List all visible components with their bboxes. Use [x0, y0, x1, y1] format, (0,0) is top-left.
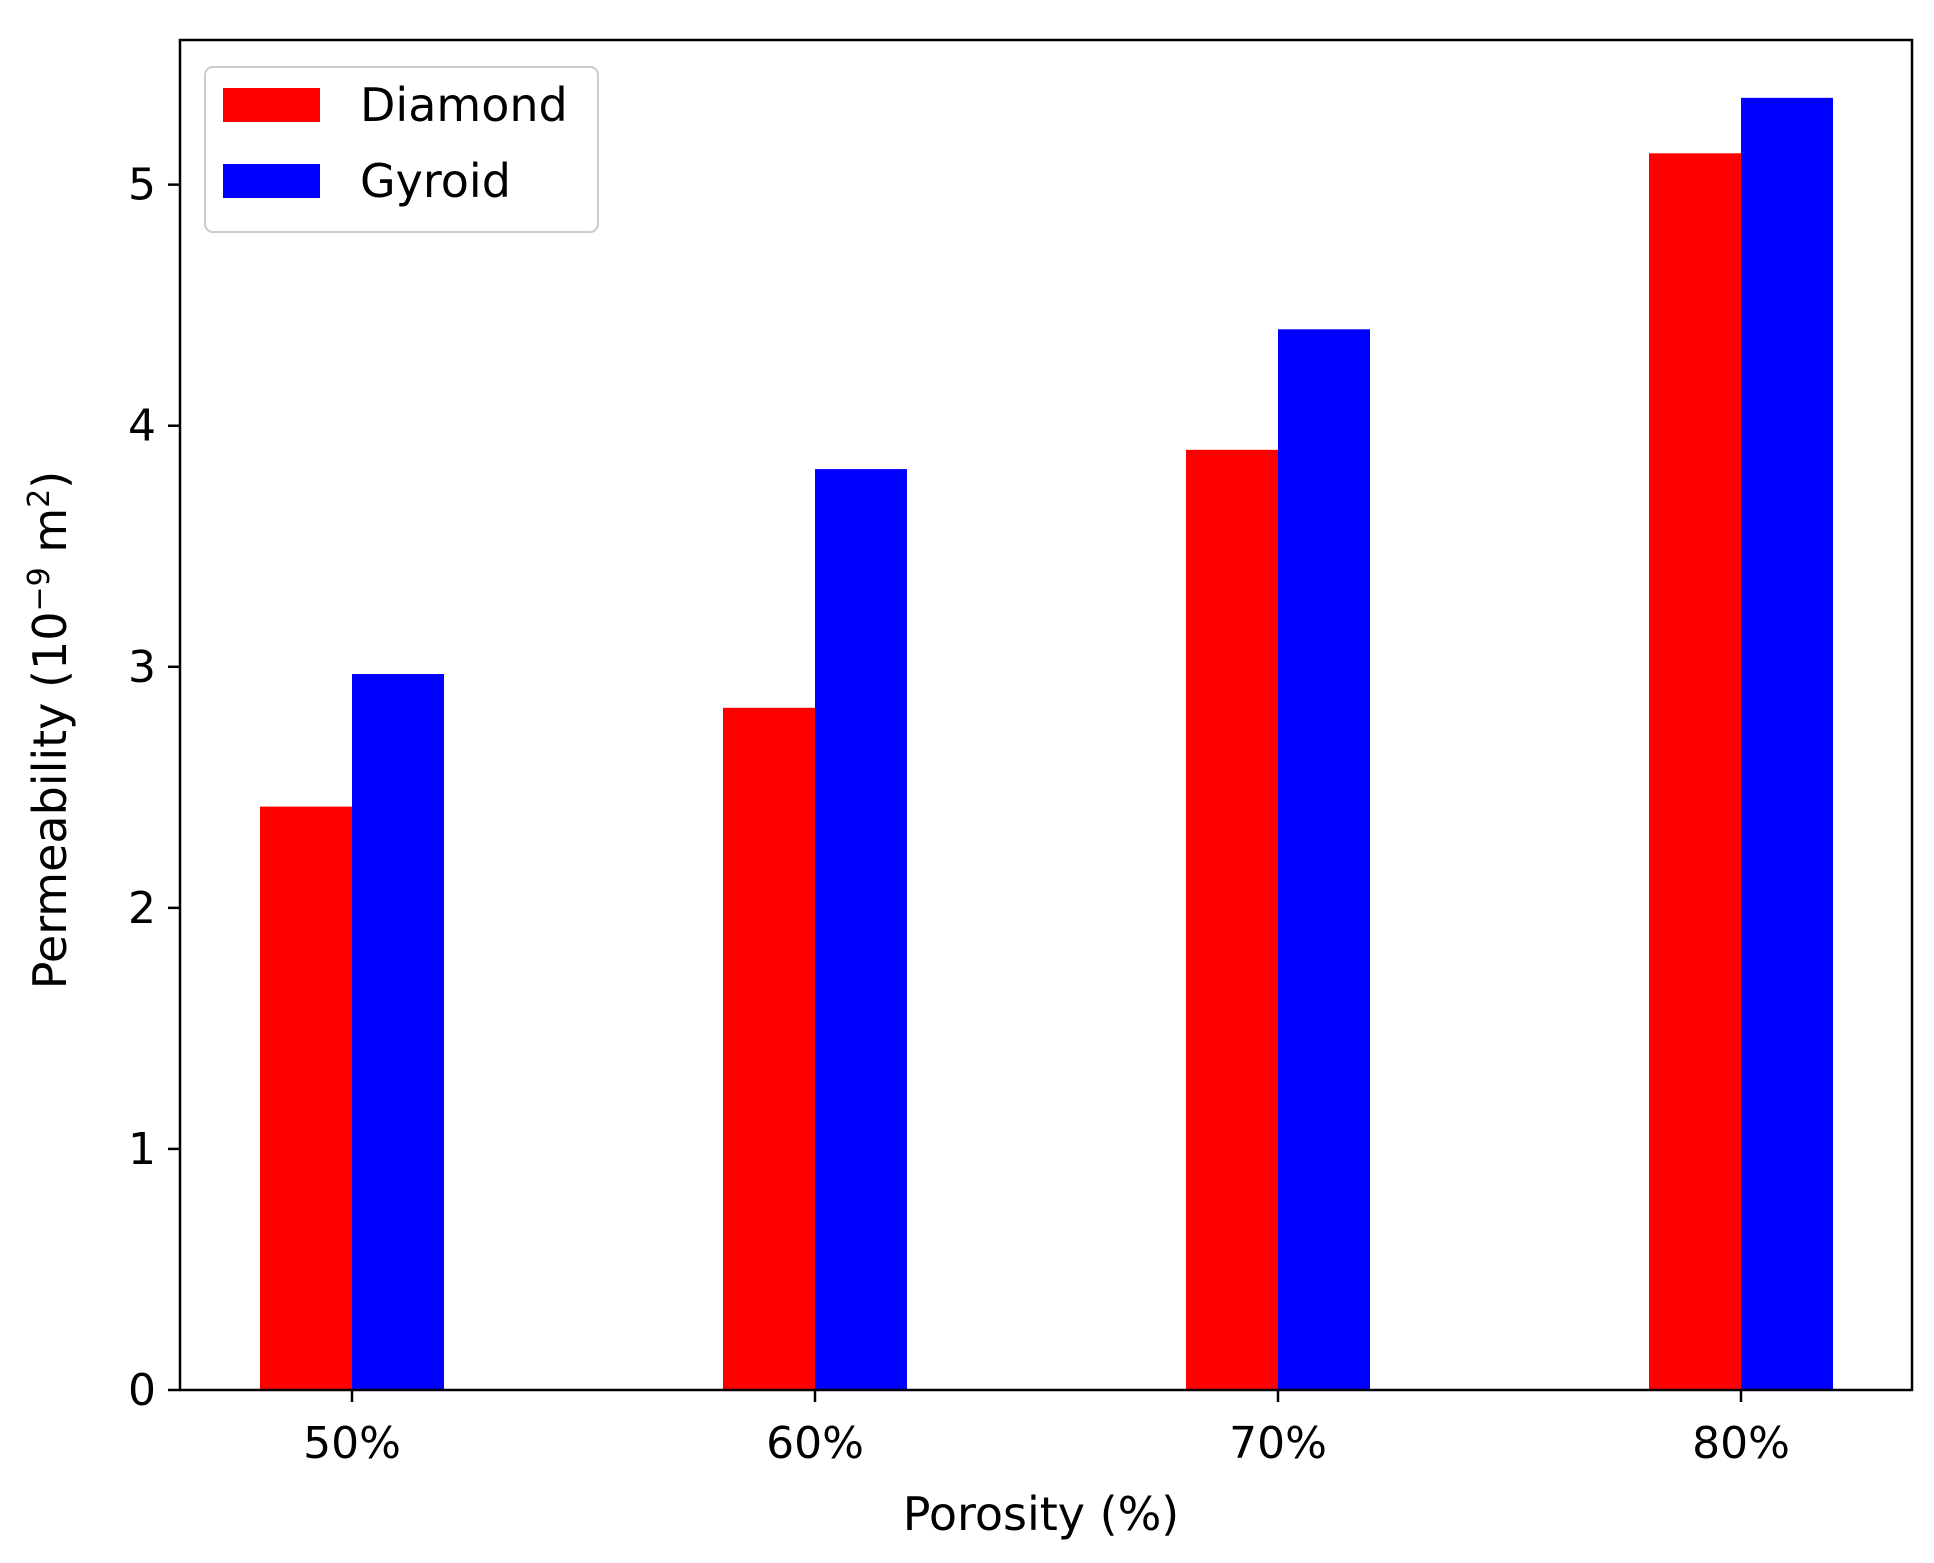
y-tick-label-2: 2 [128, 883, 156, 934]
legend-swatch-diamond [223, 88, 320, 122]
x-tick-label-60pct: 60% [766, 1418, 864, 1469]
x-tick-label-70pct: 70% [1229, 1418, 1327, 1469]
y-axis-label-unit: m [23, 508, 77, 567]
bar-gyroid-50pct [352, 674, 444, 1390]
y-axis: 0 1 2 3 4 5 [128, 160, 180, 1416]
legend: Diamond Gyroid [204, 66, 599, 233]
x-tick-label-50pct: 50% [303, 1418, 401, 1469]
x-axis-label: Porosity (%) [903, 1487, 1180, 1541]
bar-diamond-60pct [723, 707, 815, 1390]
y-axis-label-main: Permeability (10 [23, 612, 77, 990]
bar-gyroid-70pct [1278, 329, 1370, 1391]
bar-diamond-80pct [1649, 153, 1741, 1390]
y-tick-label-1: 1 [128, 1124, 156, 1175]
bars-group [260, 97, 1833, 1391]
y-axis-label-exponent-2: 2 [22, 489, 57, 508]
y-axis-label: Permeability (10−9 m2) [22, 471, 78, 989]
y-tick-label-4: 4 [128, 401, 156, 452]
plot-frame [178, 38, 1914, 1392]
y-tick-label-5: 5 [128, 160, 156, 211]
bar-gyroid-60pct [815, 469, 907, 1390]
x-tick-label-80pct: 80% [1692, 1418, 1790, 1469]
legend-label-diamond: Diamond [360, 78, 568, 132]
bar-diamond-50pct [260, 806, 352, 1390]
legend-label-gyroid: Gyroid [360, 154, 511, 208]
legend-swatch-gyroid [223, 164, 320, 198]
y-axis-label-exponent-1: −9 [22, 567, 57, 611]
y-tick-label-3: 3 [128, 642, 156, 693]
y-tick-label-0: 0 [128, 1365, 156, 1416]
x-axis: 50% 60% 70% 80% [303, 1390, 1790, 1469]
bar-gyroid-80pct [1741, 97, 1833, 1390]
y-axis-label-close: ) [23, 471, 77, 489]
bar-diamond-70pct [1186, 449, 1278, 1391]
